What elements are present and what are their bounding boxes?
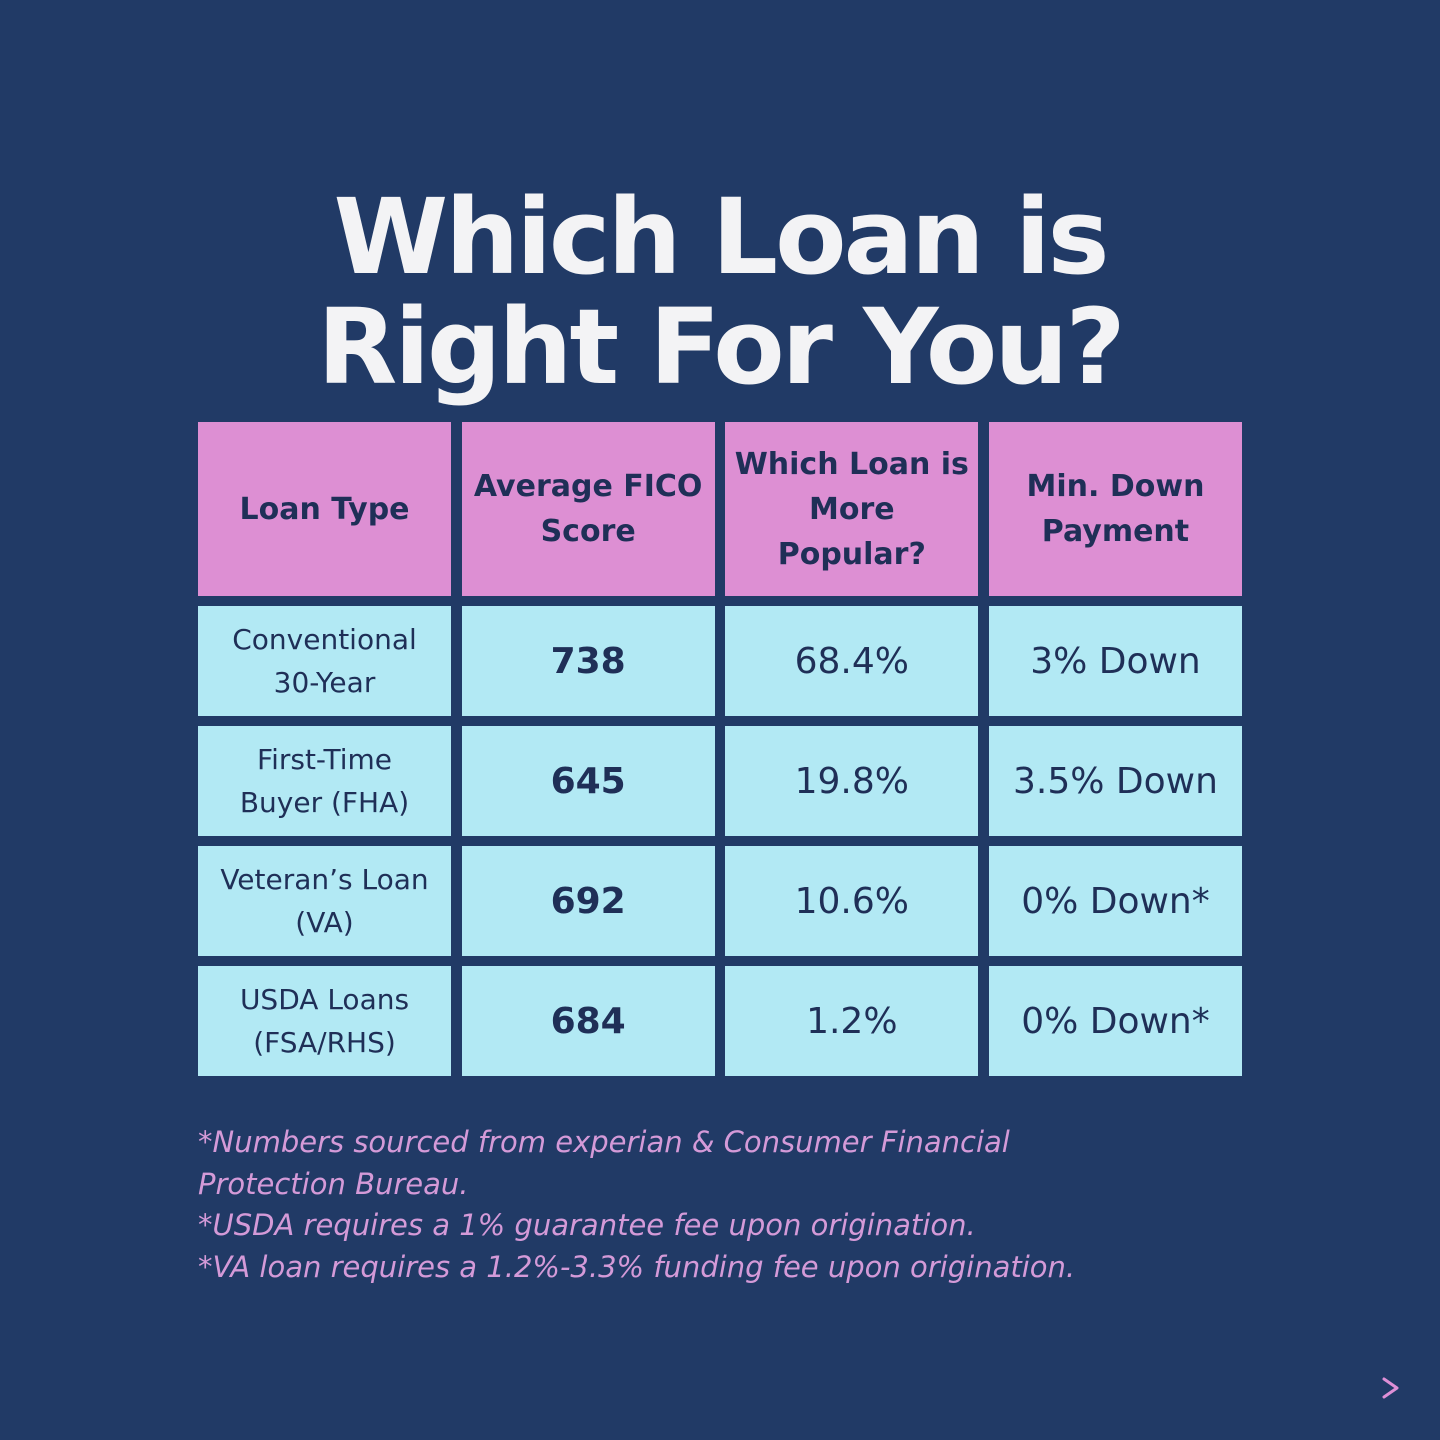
table-row: First-Time Buyer (FHA) 645 19.8% 3.5% Do… <box>198 726 1242 836</box>
loan-type-line: First-Time <box>257 743 392 776</box>
footnotes: *Numbers sourced from experian & Consume… <box>198 1122 1098 1288</box>
popularity-cell: 19.8% <box>725 726 979 836</box>
arrow-right-icon[interactable] <box>1168 1376 1404 1400</box>
header-popularity-line: Popular? <box>777 536 926 572</box>
popularity-cell: 68.4% <box>725 606 979 716</box>
loan-type-cell: Conventional 30-Year <box>198 606 451 716</box>
down-payment-cell: 3% Down <box>988 606 1242 716</box>
table-row: Veteran’s Loan (VA) 692 10.6% 0% Down* <box>198 846 1242 956</box>
loan-type-cell: Veteran’s Loan (VA) <box>198 846 451 956</box>
table-row: Conventional 30-Year 738 68.4% 3% Down <box>198 606 1242 716</box>
header-popularity: Which Loan is More Popular? <box>725 422 979 596</box>
loan-type-line: 30-Year <box>273 666 376 699</box>
popularity-cell: 1.2% <box>725 966 979 1076</box>
loan-type-line: (FSA/RHS) <box>253 1026 396 1059</box>
header-min-down-payment: Min. Down Payment <box>988 422 1242 596</box>
page-title: Which Loan is Right For You? <box>0 182 1440 402</box>
loan-type-line: Veteran’s Loan <box>220 863 429 896</box>
footnote-va-fee: *VA loan requires a 1.2%-3.3% funding fe… <box>198 1249 1076 1284</box>
fico-score-cell: 738 <box>461 606 715 716</box>
header-average-fico: Average FICO Score <box>461 422 715 596</box>
down-payment-cell: 3.5% Down <box>988 726 1242 836</box>
header-min-down-line: Min. Down <box>1026 469 1205 504</box>
loan-comparison-table: Loan Type Average FICO Score Which Loan … <box>198 422 1242 1086</box>
header-popularity-line: More <box>809 491 895 527</box>
title-line-2: Right For You? <box>317 285 1126 408</box>
footnote-usda-fee: *USDA requires a 1% guarantee fee upon o… <box>198 1208 976 1242</box>
loan-type-line: (VA) <box>295 906 354 939</box>
title-line-1: Which Loan is <box>333 175 1110 298</box>
header-loan-type: Loan Type <box>198 422 451 596</box>
loan-type-line: Buyer (FHA) <box>239 786 410 819</box>
header-loan-type-line: Loan Type <box>239 491 410 527</box>
popularity-cell: 10.6% <box>725 846 979 956</box>
fico-score-cell: 692 <box>461 846 715 956</box>
loan-type-line: USDA Loans <box>239 983 410 1016</box>
footnote-sources: *Numbers sourced from experian & Consume… <box>198 1125 1010 1201</box>
fico-score-cell: 684 <box>461 966 715 1076</box>
header-min-down-line: Payment <box>1041 514 1190 549</box>
down-payment-cell: 0% Down* <box>988 846 1242 956</box>
header-average-fico-line: Average FICO <box>473 469 703 504</box>
table-header-row: Loan Type Average FICO Score Which Loan … <box>198 422 1242 596</box>
fico-score-cell: 645 <box>461 726 715 836</box>
loan-type-cell: First-Time Buyer (FHA) <box>198 726 451 836</box>
loan-type-line: Conventional <box>232 623 417 656</box>
header-popularity-line: Which Loan is <box>734 446 969 482</box>
loan-type-cell: USDA Loans (FSA/RHS) <box>198 966 451 1076</box>
header-average-fico-line: Score <box>540 514 636 549</box>
down-payment-cell: 0% Down* <box>988 966 1242 1076</box>
table-row: USDA Loans (FSA/RHS) 684 1.2% 0% Down* <box>198 966 1242 1076</box>
